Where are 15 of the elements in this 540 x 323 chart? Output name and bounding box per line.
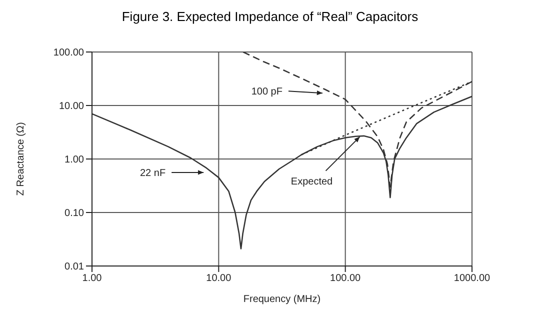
chart-title: Figure 3. Expected Impedance of “Real” Capacitors [120, 8, 420, 26]
y-axis-title: Z Reactance (Ω) [16, 122, 27, 196]
annotation: Expected [290, 176, 333, 188]
x-tick-label: 10.00 [206, 273, 232, 284]
y-tick-label: 1.00 [64, 154, 84, 166]
annotation: 22 nF [140, 168, 166, 179]
x-tick-label: 1.00 [82, 273, 102, 284]
annotation: 100 pF [251, 86, 282, 98]
x-axis-title: Frequency (MHz) [243, 294, 321, 305]
y-tick-label: 100.00 [53, 48, 84, 59]
y-tick-label: 0.10 [64, 208, 84, 220]
y-tick-label: 0.01 [64, 262, 84, 273]
x-tick-label: 100.00 [330, 273, 362, 284]
y-tick-label: 10.00 [58, 101, 84, 112]
x-tick-label: 1000.00 [454, 273, 491, 284]
